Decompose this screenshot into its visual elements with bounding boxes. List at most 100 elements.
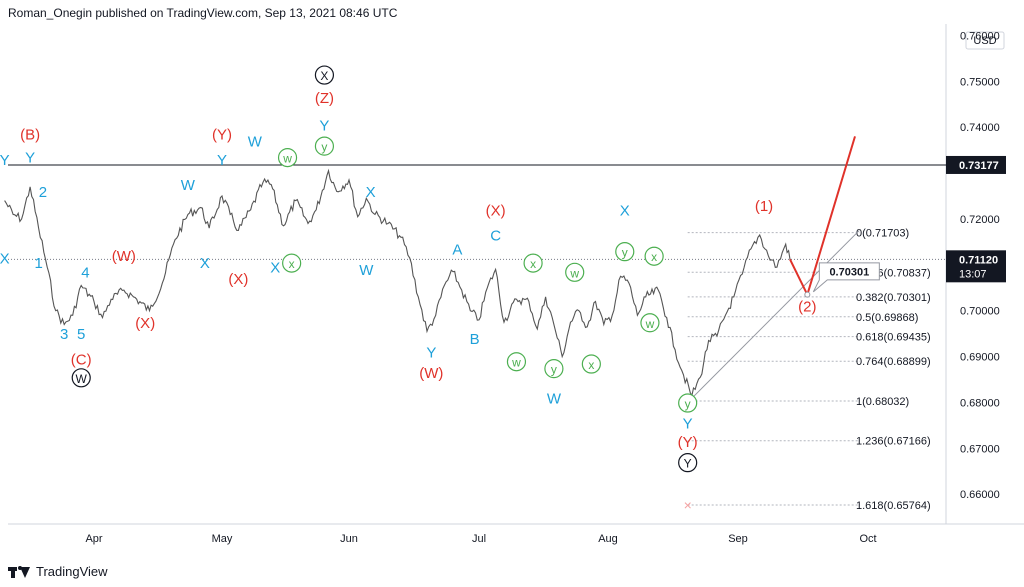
wave-label: Y [25, 150, 35, 167]
wave-label: (W) [112, 248, 136, 265]
price-series-line [4, 168, 791, 398]
wave-label: X [620, 202, 630, 219]
wave-label: 5 [77, 326, 85, 343]
wave-circle [506, 352, 527, 372]
y-tick-label: 0.69000 [960, 352, 1000, 364]
fib-level-label: 0(0.71703) [856, 228, 909, 240]
wave-label: y [685, 397, 691, 411]
wave-label: 2 [39, 184, 47, 201]
tradingview-logo-icon [8, 565, 30, 579]
currency-box [965, 31, 1005, 50]
wave-label: (Z) [315, 90, 334, 107]
wave-label: Y [684, 457, 692, 471]
wave-circle [282, 253, 302, 273]
wave-label: w [511, 356, 521, 370]
x-tick-label: Sep [728, 533, 748, 545]
wave-label: w [282, 152, 292, 166]
y-tick-label: 0.70000 [960, 306, 1000, 318]
wave-label: y [622, 246, 628, 260]
publisher-caption: Roman_Onegin published on TradingView.co… [8, 6, 398, 20]
wave-label: A [452, 241, 462, 258]
wave-label: Y [683, 416, 693, 433]
wave-label: Y [0, 152, 10, 169]
wave-label: W [76, 372, 88, 386]
wave-label: 3 [60, 326, 68, 343]
wave-circle [544, 359, 564, 379]
wave-label: X [320, 69, 328, 83]
x-tick-label: Aug [598, 533, 618, 545]
wave-label: (Y) [678, 434, 698, 451]
wave-circle [678, 393, 698, 413]
fib-level-label: 0.382(0.70301) [856, 292, 931, 304]
wave-label: 1 [34, 255, 42, 272]
wave-circle [678, 453, 698, 473]
fib-level-label: 0.618(0.69435) [856, 332, 931, 344]
level-price-text: 0.73177 [959, 160, 999, 172]
wave-label: Y [319, 118, 329, 135]
tradingview-footer[interactable]: TradingView [8, 564, 108, 579]
price-callout-text: 0.70301 [829, 266, 869, 278]
wave-label: w [645, 317, 655, 331]
wave-label: x [651, 250, 657, 264]
x-tick-label: Apr [85, 533, 102, 545]
brand-name: TradingView [36, 564, 108, 579]
last-price-tag [946, 250, 1006, 283]
y-tick-label: 0.67000 [960, 443, 1000, 455]
wave-label: (B) [20, 127, 40, 144]
fib-level-label: 1(0.68032) [856, 396, 909, 408]
countdown-text: 13:07 [959, 268, 987, 280]
wave-label: (W) [419, 365, 443, 382]
level-price-tag [946, 155, 1006, 174]
wave-label: X [270, 260, 280, 277]
y-tick-label: 0.72000 [960, 214, 1000, 226]
x-tick-label: Jul [472, 533, 486, 545]
wave-label: x [588, 358, 594, 372]
wave-circle [314, 65, 335, 85]
wave-circle [523, 253, 543, 273]
wave-circle [640, 313, 660, 333]
last-price-text: 0.71120 [959, 254, 998, 266]
wave-circle [565, 262, 585, 282]
wave-label: W [547, 390, 562, 407]
wave-label: 4 [81, 264, 89, 281]
projection-anchor [804, 291, 811, 298]
wave-label: (X) [486, 202, 506, 219]
fib-level-label: 1.618(0.65764) [856, 500, 931, 512]
wave-label: x [530, 257, 536, 271]
price-callout-box [812, 262, 880, 293]
wave-circle [615, 242, 635, 262]
y-tick-label: 0.76000 [960, 30, 1000, 42]
wave-circle [581, 354, 601, 374]
currency-label: USD [973, 35, 996, 47]
wave-label: (1) [755, 198, 773, 215]
wave-label: (X) [228, 271, 248, 288]
wave-circle [644, 246, 664, 266]
wave-label: Y [426, 345, 436, 362]
fib-level-label: 1.236(0.67166) [856, 436, 931, 448]
wave-label: y [551, 363, 557, 377]
wave-circle [277, 148, 298, 168]
wave-label: X [200, 255, 210, 272]
wave-label: (X) [135, 315, 155, 332]
fib-level-label: 0.5(0.69868) [856, 312, 918, 324]
y-tick-label: 0.74000 [960, 122, 1000, 134]
wave-label: (C) [71, 351, 92, 368]
wave-label: (2) [798, 299, 816, 316]
x-tick-label: Oct [859, 533, 876, 545]
wave-label: w [569, 266, 579, 280]
wave-label: X [366, 184, 376, 201]
wave-label: B [470, 331, 480, 348]
wave-label: x [289, 257, 295, 271]
target-marker: × [684, 497, 692, 513]
wave-circle [71, 368, 91, 388]
fib-level-label: 0.764(0.68899) [856, 356, 931, 368]
trendline [687, 230, 860, 403]
wave-label: C [490, 228, 501, 245]
y-tick-label: 0.75000 [960, 76, 1000, 88]
wave-label: y [321, 140, 327, 154]
wave-label: (Y) [212, 127, 232, 144]
x-tick-label: Jun [340, 533, 358, 545]
wave-label: X [0, 251, 10, 268]
wave-label: W [248, 134, 263, 151]
